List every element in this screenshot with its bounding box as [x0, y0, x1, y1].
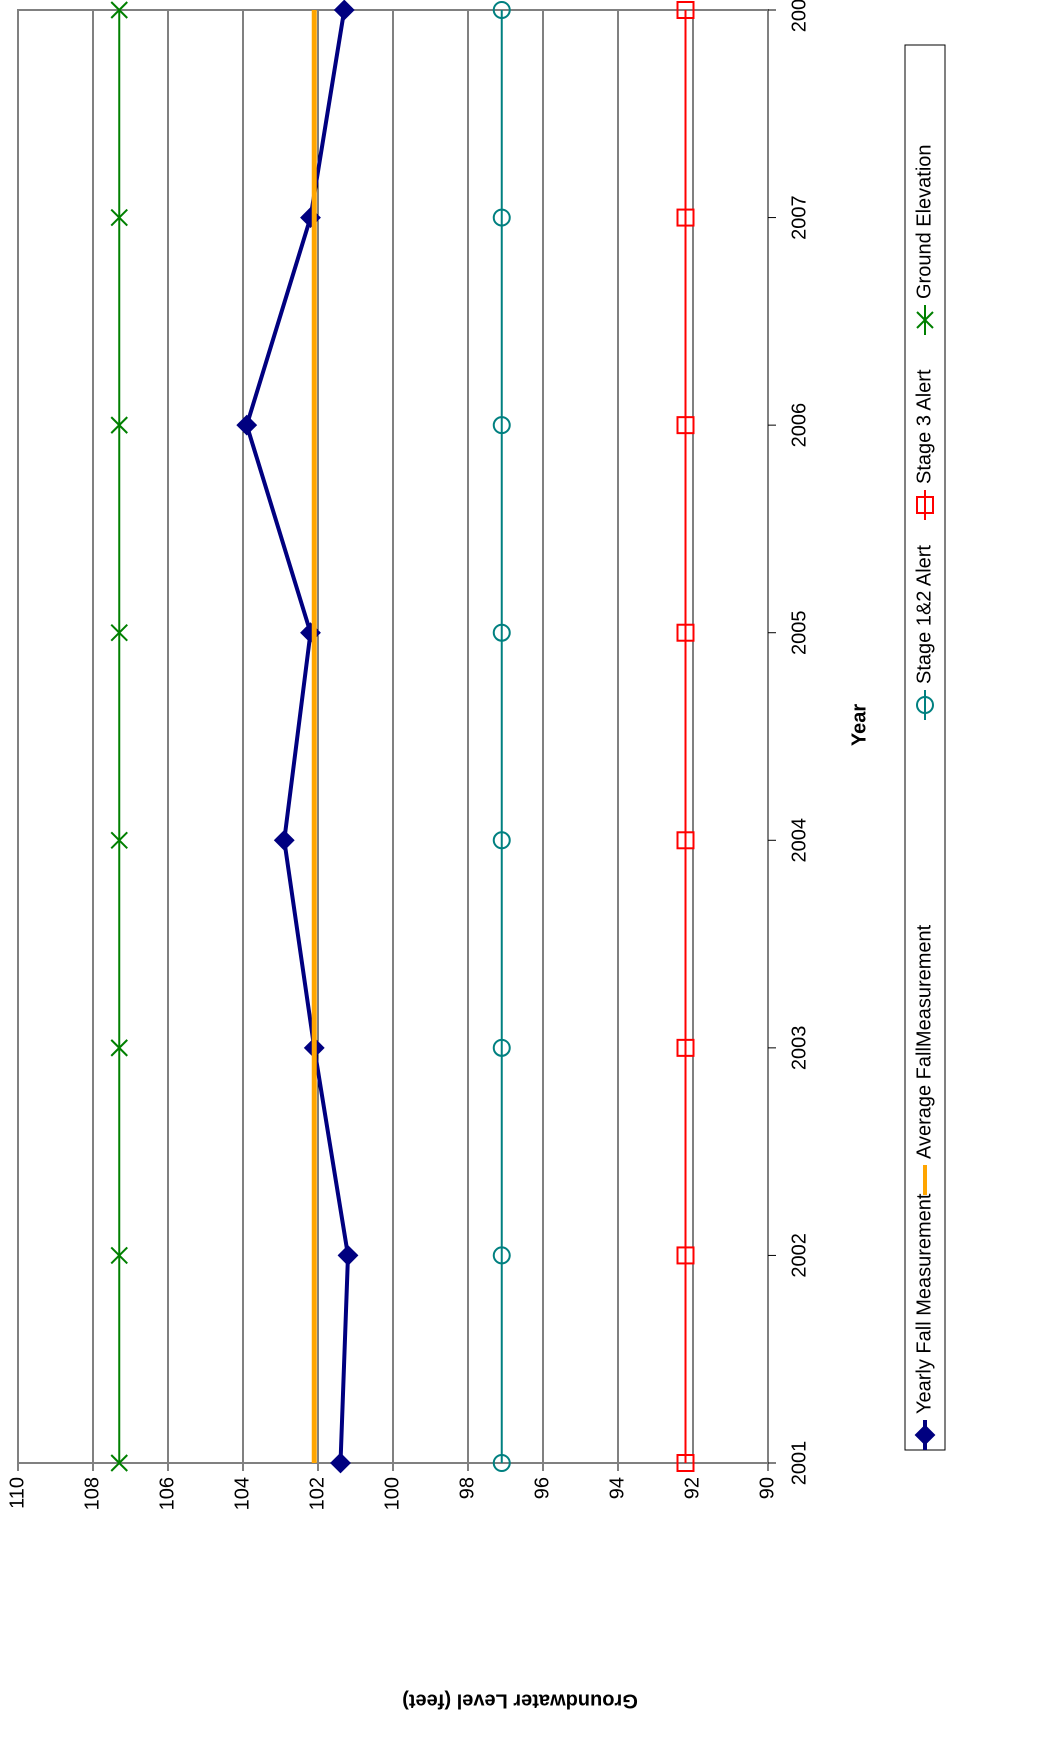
- y-axis-title: Groundwater Level (feet): [402, 1690, 638, 1712]
- data-point: [110, 831, 128, 849]
- y-tick-label: 98: [456, 1477, 478, 1499]
- data-point: [273, 829, 295, 851]
- y-tick-label: 106: [156, 1477, 178, 1510]
- data-point: [300, 207, 321, 228]
- y-tick-label: 92: [681, 1477, 703, 1499]
- data-point: [300, 622, 321, 644]
- y-tick-label: 96: [531, 1477, 553, 1499]
- y-tick-label: 108: [81, 1477, 103, 1510]
- data-point: [676, 416, 695, 435]
- data-point: [676, 831, 695, 850]
- legend-box: [904, 44, 946, 1451]
- series-line: [244, 9, 351, 1464]
- legend-label: Stage 3 Alert: [913, 369, 935, 484]
- data-point: [330, 1452, 351, 1474]
- data-point: [676, 1454, 695, 1472]
- x-tick-label: 2005: [788, 610, 810, 655]
- data-point: [110, 208, 128, 227]
- legend-label: Yearly Fall Measurement: [913, 1193, 935, 1414]
- data-point: [492, 1038, 511, 1057]
- x-tick-label: 2006: [788, 403, 810, 448]
- data-point: [337, 1245, 359, 1266]
- legend-marker: [916, 696, 934, 714]
- x-axis-title: Year: [848, 704, 870, 746]
- y-tick-label: 102: [306, 1477, 328, 1510]
- legend-marker: [914, 1424, 936, 1446]
- legend-marker: [916, 496, 934, 514]
- data-point: [676, 623, 695, 642]
- y-tick-label: 104: [231, 1477, 253, 1510]
- y-tick-label: 100: [381, 1477, 403, 1510]
- data-point: [110, 624, 128, 642]
- legend-label: Average FallMeasurement: [913, 924, 935, 1159]
- data-point: [676, 1246, 695, 1265]
- data-point: [492, 831, 511, 850]
- y-tick-label: 90: [756, 1477, 778, 1499]
- x-tick-label: 2003: [788, 1026, 810, 1071]
- y-tick-label: 94: [606, 1477, 628, 1499]
- data-point: [110, 1246, 128, 1265]
- data-point: [110, 416, 128, 434]
- data-point: [110, 1, 128, 19]
- x-tick-label: 2008: [788, 0, 810, 32]
- x-tick-label: 2001: [788, 1441, 810, 1486]
- data-point: [492, 1246, 511, 1265]
- data-point: [492, 1, 511, 19]
- y-tick-label: 110: [6, 1477, 28, 1509]
- data-point: [492, 623, 511, 642]
- data-point: [110, 1454, 128, 1472]
- x-tick-label: 2007: [788, 195, 810, 240]
- legend-label: Stage 1&2 Alert: [913, 545, 935, 684]
- legend-label: Ground Elevation: [913, 144, 935, 299]
- data-point: [492, 1454, 511, 1472]
- x-tick-label: 2004: [788, 818, 810, 863]
- data-point: [236, 414, 258, 436]
- plot-frame: [17, 9, 769, 1464]
- data-point: [676, 1038, 695, 1057]
- data-point: [110, 1039, 128, 1057]
- legend-marker: [916, 311, 934, 329]
- data-point: [333, 0, 355, 21]
- data-point: [676, 208, 695, 227]
- data-point: [492, 208, 511, 227]
- data-point: [492, 416, 511, 435]
- x-tick-label: 2002: [788, 1233, 810, 1278]
- data-point: [676, 1, 695, 19]
